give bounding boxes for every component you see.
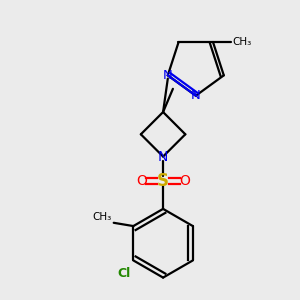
Text: CH₃: CH₃ <box>233 38 252 47</box>
Text: N: N <box>191 89 201 102</box>
Text: O: O <box>136 174 147 188</box>
Text: S: S <box>157 172 169 190</box>
Text: Cl: Cl <box>118 267 131 280</box>
Text: O: O <box>179 174 190 188</box>
Text: N: N <box>163 69 173 82</box>
Text: CH₃: CH₃ <box>93 212 112 222</box>
Text: N: N <box>158 149 168 164</box>
